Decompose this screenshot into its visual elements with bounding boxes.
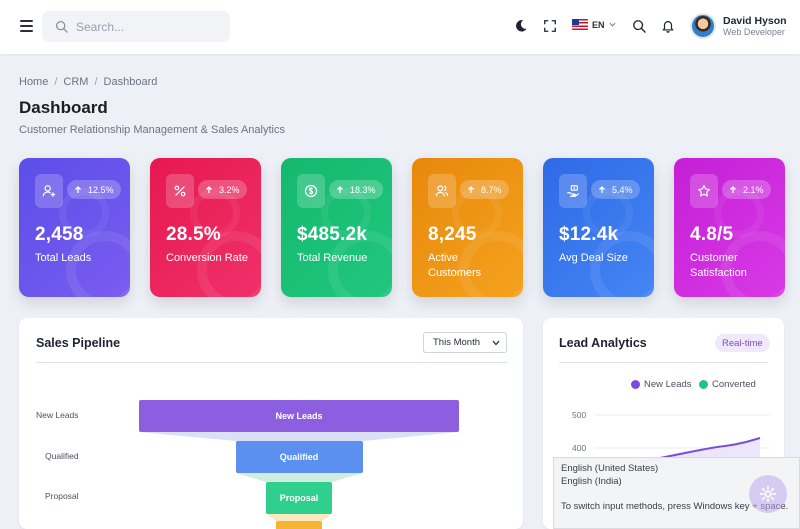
percent-icon <box>174 185 186 197</box>
funnel-connector <box>139 432 459 441</box>
search-input[interactable] <box>76 19 216 34</box>
chevron-down-icon <box>609 22 616 27</box>
stat-value: 2,458 <box>35 224 84 245</box>
bell-icon[interactable] <box>661 19 675 33</box>
stat-label: Active Customers <box>428 252 482 280</box>
realtime-badge: Real-time <box>715 334 770 352</box>
funnel-bar-new-leads[interactable] <box>139 400 459 432</box>
hand-money-icon <box>567 185 580 197</box>
ime-option[interactable]: English (India) <box>561 476 622 487</box>
trend-badge: 2.1% <box>722 180 771 199</box>
funnel-connector <box>266 514 332 521</box>
panel-divider <box>36 362 507 363</box>
ime-option[interactable]: English (United States) <box>561 463 659 474</box>
stat-card-customer-satisfaction[interactable]: 2.1% 4.8/5 Customer Satisfaction <box>674 158 785 297</box>
gear-icon <box>759 485 777 503</box>
stat-value: 28.5% <box>166 224 221 245</box>
stat-label: Conversion Rate <box>166 252 248 264</box>
user-name: David Hyson <box>723 14 787 27</box>
legend-item[interactable]: Converted <box>699 379 756 390</box>
language-selector[interactable]: EN <box>572 19 616 30</box>
stat-card-active-customers[interactable]: 8.7% 8,245 Active Customers <box>412 158 523 297</box>
arrow-up-icon <box>75 185 81 193</box>
funnel-bar-text: New Leads <box>275 411 322 421</box>
breadcrumb-separator: / <box>94 76 98 88</box>
stat-label: Avg Deal Size <box>559 252 628 264</box>
arrow-up-icon <box>468 185 474 193</box>
funnel-stage-label: Proposal <box>45 491 79 501</box>
breadcrumb-crm[interactable]: CRM <box>63 76 89 88</box>
chevron-down-icon <box>492 340 500 346</box>
user-add-icon <box>42 185 56 197</box>
y-tick-label: 400 <box>572 443 587 453</box>
user-role: Web Developer <box>723 26 785 37</box>
stat-card-total-revenue[interactable]: 18.3% $485.2k Total Revenue <box>281 158 392 297</box>
users-icon <box>435 185 449 197</box>
language-label: EN <box>592 19 605 30</box>
y-tick-label: 500 <box>572 410 587 420</box>
breadcrumb: Home / CRM / Dashboard <box>19 76 157 88</box>
dollar-icon <box>304 184 318 198</box>
funnel-stage-label: Qualified <box>45 451 79 461</box>
avatar <box>690 13 716 39</box>
funnel-bar-text: Proposal <box>280 493 319 503</box>
menu-icon[interactable] <box>20 20 33 32</box>
legend-dot <box>631 380 640 389</box>
us-flag-icon <box>572 19 588 30</box>
new-leads-line <box>639 437 761 463</box>
star-icon <box>698 185 710 197</box>
breadcrumb-dashboard: Dashboard <box>103 76 158 88</box>
arrow-up-icon <box>730 185 736 193</box>
funnel-stage-label: New Leads <box>36 410 79 420</box>
fullscreen-icon[interactable] <box>543 19 557 33</box>
trend-badge: 3.2% <box>198 180 247 199</box>
stat-value: $485.2k <box>297 224 368 245</box>
arrow-up-icon <box>206 185 212 193</box>
funnel-bar-next[interactable] <box>276 521 322 529</box>
trend-badge: 12.5% <box>67 180 121 199</box>
breadcrumb-separator: / <box>54 76 58 88</box>
legend-dot <box>699 380 708 389</box>
funnel-bar-proposal[interactable] <box>266 482 332 514</box>
page-subtitle: Customer Relationship Management & Sales… <box>19 124 285 136</box>
legend-label: Converted <box>712 379 756 390</box>
user-profile[interactable]: David Hyson Web Developer <box>690 13 787 39</box>
search-box <box>42 11 230 42</box>
moon-icon[interactable] <box>514 19 528 33</box>
stat-card-conversion-rate[interactable]: 3.2% 28.5% Conversion Rate <box>150 158 261 297</box>
funnel-bar-qualified[interactable] <box>236 441 363 473</box>
arrow-up-icon <box>337 185 343 193</box>
settings-fab[interactable] <box>749 475 787 513</box>
stat-label: Total Revenue <box>297 252 368 264</box>
ime-hint: To switch input methods, press Windows k… <box>561 501 789 512</box>
page-title: Dashboard <box>19 98 108 117</box>
trend-badge: 8.7% <box>460 180 509 199</box>
period-select-value: This Month <box>433 337 480 348</box>
legend-label: New Leads <box>644 379 692 390</box>
lead-analytics-title: Lead Analytics <box>559 336 647 350</box>
funnel-bar-text: Qualified <box>280 452 319 462</box>
breadcrumb-home[interactable]: Home <box>19 76 49 88</box>
arrow-up-icon <box>599 185 605 193</box>
panel-divider <box>559 362 768 363</box>
search-icon[interactable] <box>632 19 646 33</box>
top-header: EN David Hyson Web Developer <box>0 0 800 54</box>
stat-card-avg-deal-size[interactable]: 5.4% $12.4k Avg Deal Size <box>543 158 654 297</box>
trend-badge: 5.4% <box>591 180 640 199</box>
stat-card-total-leads[interactable]: 12.5% 2,458 Total Leads <box>19 158 130 297</box>
trend-badge: 18.3% <box>329 180 383 199</box>
period-select[interactable]: This Month <box>423 332 507 353</box>
stat-label: Customer Satisfaction <box>690 252 747 280</box>
legend-item[interactable]: New Leads <box>631 379 692 390</box>
stat-value: 4.8/5 <box>690 224 734 245</box>
search-icon <box>55 20 68 33</box>
stat-value: 8,245 <box>428 224 477 245</box>
sales-pipeline-title: Sales Pipeline <box>36 336 121 350</box>
funnel-connector <box>236 473 363 482</box>
stat-label: Total Leads <box>35 252 92 264</box>
stat-value: $12.4k <box>559 224 619 245</box>
